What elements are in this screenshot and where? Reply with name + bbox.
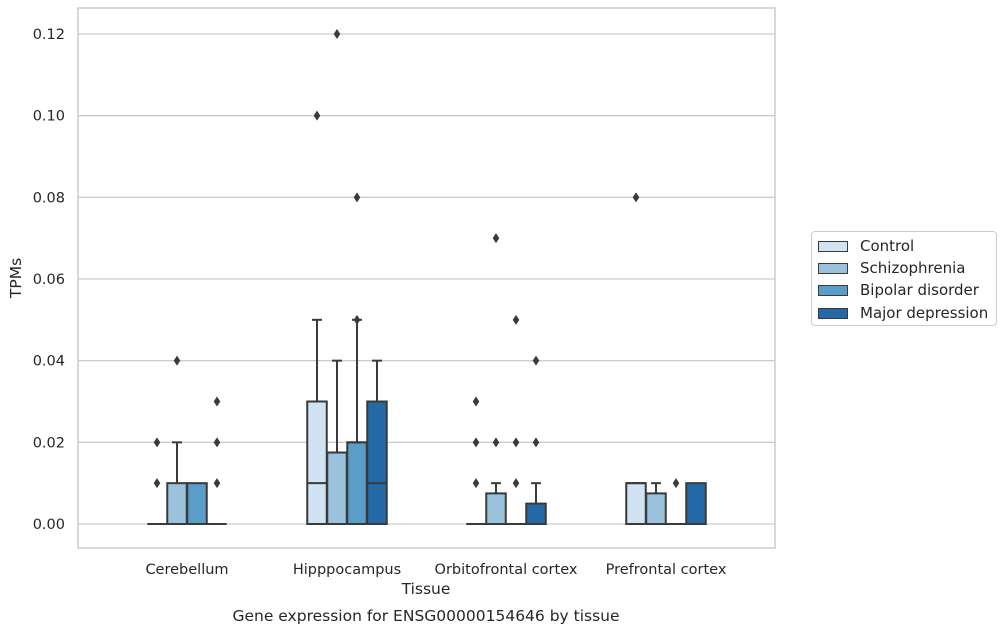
box-major-depression [525,482,547,526]
y-tick-label: 0.04 [33,354,65,370]
outlier-point [153,478,161,489]
x-tick-label: Prefrontal cortex [606,562,727,578]
y-tick-labels: 0.00 0.02 0.04 0.06 0.08 0.10 0.12 [33,27,65,533]
y-tick-label: 0.00 [33,517,65,533]
legend-item: Schizophrenia [818,259,965,277]
box-bipolar-disorder [346,318,368,526]
outlier-point [353,314,361,325]
legend-label: Schizophrenia [860,259,966,277]
box-layer [147,318,707,526]
legend-swatch [818,240,848,252]
outlier-point [472,396,480,407]
legend-swatch [818,307,848,319]
box-bipolar-disorder [186,482,208,525]
legend-label: Control [860,237,915,255]
outlier-layer [153,29,680,489]
outlier-point [333,29,341,39]
x-axis-title: Tissue [401,580,451,598]
box-body [645,492,667,525]
outlier-point [213,396,221,407]
box-schizophrenia [485,482,507,525]
outlier-point [512,314,520,325]
outlier-point [512,478,520,489]
x-tick-label: Hipppocampus [293,562,401,578]
box-body [186,482,208,525]
box-body [306,400,328,525]
x-tick-label: Cerebellum [145,562,228,578]
x-tick-labels: Cerebellum Hipppocampus Orbitofrontal cort… [145,562,726,578]
box-body [166,482,188,525]
y-tick-label: 0.10 [33,109,65,125]
plot-frame [77,7,776,549]
outlier-point [532,355,540,366]
box-major-depression [366,359,388,525]
legend-swatch [818,284,848,296]
outlier-point [173,355,181,366]
legend-label: Bipolar disorder [860,281,979,299]
box-control [625,482,647,525]
outlier-point [632,192,640,203]
legend-item: Control [818,237,914,255]
outlier-point [532,437,540,448]
box-schizophrenia [166,441,188,525]
outlier-point [672,478,680,489]
outlier-point [472,437,480,448]
box-control [306,318,328,525]
y-tick-label: 0.12 [33,27,65,43]
outlier-point [492,233,500,244]
box-major-depression [685,482,707,525]
box-schizophrenia [645,482,667,525]
box-body [485,492,507,525]
chart-caption: Gene expression for ENSG00000154646 by t… [232,607,620,625]
y-tick-label: 0.06 [33,272,65,288]
outlier-point [472,478,480,489]
grid-layer [78,33,775,525]
outlier-point [313,110,321,121]
box-body [685,482,707,525]
y-axis-title: TPMs [7,258,25,299]
legend-item: Major depression [818,304,988,322]
outlier-point [213,478,221,489]
legend: Control Schizophrenia Bipolar disorder M… [811,231,997,326]
outlier-point [153,437,161,448]
box-body [625,482,647,525]
outlier-point [512,437,520,448]
legend-swatch [818,262,848,274]
box-body [326,451,348,525]
legend-item: Bipolar disorder [818,281,979,299]
y-tick-label: 0.08 [33,190,65,206]
outlier-point [213,437,221,448]
legend-label: Major depression [860,304,989,322]
outlier-point [492,437,500,448]
box-body [525,502,547,526]
box-body [366,400,388,525]
outlier-point [353,192,361,203]
box-body [346,441,368,526]
y-tick-label: 0.02 [33,435,65,451]
x-tick-label: Orbitofrontal cortex [435,562,578,578]
